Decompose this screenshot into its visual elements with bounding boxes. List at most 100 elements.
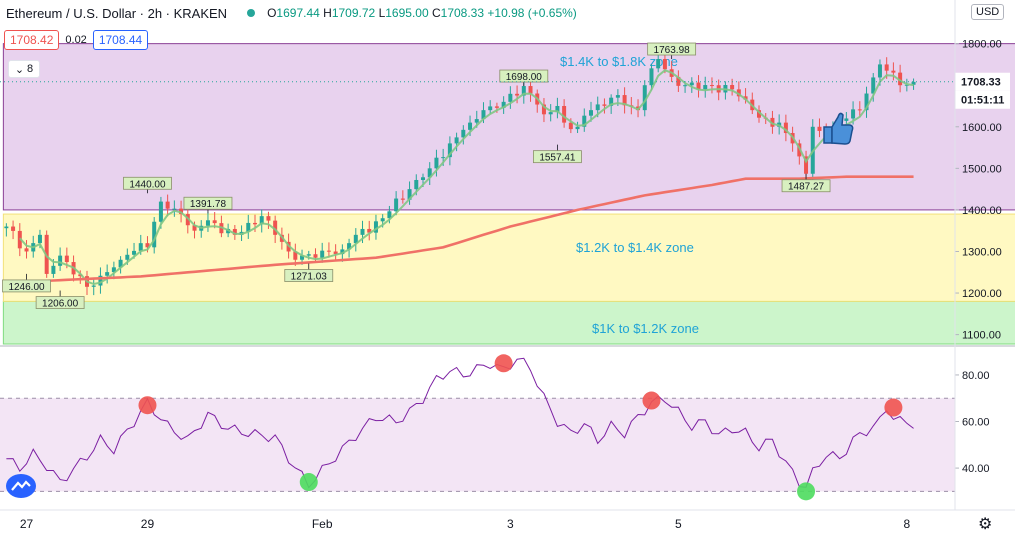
candle-body (864, 93, 869, 111)
candle-body (414, 179, 419, 190)
candle-body (380, 218, 385, 222)
price-label-box (781, 179, 831, 193)
candle-body (709, 85, 714, 87)
candle-body (51, 265, 56, 274)
candle-body (541, 104, 546, 115)
candle-body (293, 251, 298, 260)
candle-body (118, 259, 123, 268)
time-axis-label: 3 (507, 517, 514, 531)
price-label-box (35, 296, 85, 309)
rsi-band (0, 398, 955, 492)
gear-icon[interactable]: ⚙ (978, 516, 993, 533)
candle-body (125, 254, 130, 260)
tradingview-logo-icon[interactable] (6, 474, 36, 498)
price-label-box (284, 269, 334, 282)
candle-body (582, 115, 587, 127)
candle-body (871, 77, 876, 94)
zone-1400-1800-label: $1.4K to $1.8K zone (560, 54, 678, 69)
rsi-axis-label: 40.00 (962, 463, 990, 475)
price-axis-label: 1500.00 (962, 163, 1002, 175)
price-label-box (499, 69, 549, 83)
price-label-text: 1391.78 (190, 199, 227, 210)
buy-quote-button[interactable]: 1708.44 (92, 30, 149, 50)
candle-body (548, 112, 553, 115)
candle-body (320, 250, 325, 258)
price-label-box (647, 42, 697, 56)
candle-body (622, 95, 627, 106)
market-status-icon (247, 9, 256, 17)
price-label-text: 1487.27 (788, 182, 825, 193)
zone-1000-1200 (2, 300, 1015, 345)
candle-body (91, 285, 96, 287)
countdown-tag (955, 90, 1010, 109)
candle-body (205, 220, 210, 226)
candle-body (689, 82, 694, 86)
candle-body (313, 254, 318, 258)
candle-body (400, 198, 405, 200)
candle-body (373, 221, 378, 233)
candle-body (857, 109, 862, 111)
rsi-marker-overbought (884, 398, 903, 417)
candle-body (521, 86, 526, 96)
last-price-text: 1708.33 (961, 77, 1001, 89)
candle-body (421, 177, 425, 180)
candle-body (911, 81, 916, 85)
candle-body (783, 122, 788, 134)
chevron-down-icon: ⌄ (14, 63, 25, 76)
change-value: +10.98 (+0.65%) (487, 6, 577, 20)
candle-body (844, 118, 849, 121)
candle-body (461, 129, 466, 138)
candle-body (642, 85, 647, 111)
time-axis-label: 29 (141, 517, 155, 531)
candle-body (877, 64, 882, 78)
candle-body (165, 201, 170, 209)
candle-body (387, 211, 392, 219)
candle-body (434, 157, 439, 169)
candle-body (817, 126, 822, 131)
candle-body (468, 122, 473, 130)
candle-body (676, 76, 681, 86)
countdown-text: 01:51:11 (961, 95, 1004, 107)
candle-body (555, 105, 560, 113)
candle-body (232, 228, 237, 235)
candle-body (37, 234, 42, 244)
rsi-line (6, 357, 914, 489)
candle-body (4, 226, 9, 229)
open-value: 1697.44 (276, 6, 320, 20)
candle-body (474, 119, 479, 123)
candle-body (736, 89, 741, 97)
candle-body (884, 64, 889, 71)
price-label-text: 1206.00 (42, 299, 79, 310)
candle-body (353, 234, 358, 244)
candle-body (340, 249, 345, 255)
close-value: 1708.33 (440, 6, 485, 20)
candle-body (158, 201, 163, 222)
candle-body (172, 208, 177, 210)
candle-body (407, 189, 412, 200)
candle-body (427, 168, 432, 178)
rsi-marker-overbought (494, 354, 513, 373)
symbol-title[interactable]: Ethereum / U.S. Dollar · 2h · KRAKEN (6, 5, 228, 21)
candle-body (98, 275, 103, 286)
price-label-box (533, 150, 582, 164)
zone-1200-1400-label: $1.2K to $1.4K zone (576, 240, 694, 255)
spread-value: 0.02 (65, 34, 87, 46)
high-value: 1709.72 (331, 6, 376, 20)
sell-quote-button[interactable]: 1708.42 (4, 30, 60, 50)
price-label-text: 1246.00 (8, 282, 45, 293)
candle-body (111, 267, 116, 273)
candle-body (589, 110, 593, 116)
indicators-toggle-button[interactable]: ⌄ 8 (8, 60, 40, 78)
candle-body (488, 106, 493, 111)
candle-body (326, 250, 331, 252)
quote-panel: 1708.42 0.02 1708.44 (4, 30, 149, 50)
candle-body (246, 222, 251, 232)
currency-button[interactable]: USD (971, 4, 1005, 20)
candle-body (253, 222, 257, 225)
candle-body (662, 59, 667, 70)
rsi-marker-oversold (299, 473, 318, 492)
candle-body (609, 97, 614, 106)
time-axis-label: 27 (20, 517, 34, 531)
candle-body (347, 243, 352, 250)
